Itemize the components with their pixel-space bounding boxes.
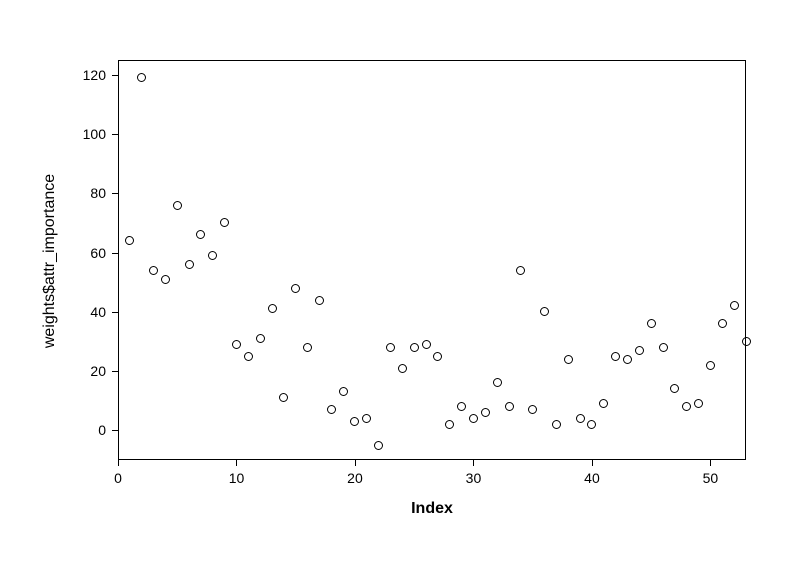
data-point [481, 408, 490, 417]
y-tick-mark [112, 193, 118, 194]
data-point [742, 337, 751, 346]
data-point [647, 319, 656, 328]
y-tick-label: 20 [90, 363, 106, 379]
data-point [256, 334, 265, 343]
data-point [339, 387, 348, 396]
y-tick-mark [112, 371, 118, 372]
data-point [505, 402, 514, 411]
x-tick-label: 50 [695, 470, 725, 486]
data-point [161, 275, 170, 284]
data-point [398, 364, 407, 373]
x-tick-label: 0 [103, 470, 133, 486]
data-point [327, 405, 336, 414]
data-point [469, 414, 478, 423]
data-point [315, 296, 324, 305]
data-point [564, 355, 573, 364]
x-tick-mark [710, 460, 711, 466]
data-point [623, 355, 632, 364]
x-tick-label: 30 [458, 470, 488, 486]
data-point [374, 441, 383, 450]
x-tick-mark [592, 460, 593, 466]
y-tick-mark [112, 134, 118, 135]
data-point [659, 343, 668, 352]
data-point [718, 319, 727, 328]
data-point [635, 346, 644, 355]
x-tick-mark [236, 460, 237, 466]
y-tick-label: 120 [83, 67, 106, 83]
x-tick-mark [118, 460, 119, 466]
y-tick-mark [112, 312, 118, 313]
data-point [386, 343, 395, 352]
data-point [576, 414, 585, 423]
y-axis-title: weights$attr_importance [41, 111, 59, 411]
data-point [552, 420, 561, 429]
x-tick-label: 40 [577, 470, 607, 486]
x-tick-mark [355, 460, 356, 466]
data-point [410, 343, 419, 352]
y-tick-label: 40 [90, 304, 106, 320]
x-tick-mark [473, 460, 474, 466]
scatter-chart: weights$attr_importance Index 0 10 20 30 40 5… [0, 0, 800, 571]
data-point [268, 304, 277, 313]
y-tick-mark [112, 75, 118, 76]
data-point [422, 340, 431, 349]
data-point [706, 361, 715, 370]
y-tick-label: 80 [90, 185, 106, 201]
data-point [611, 352, 620, 361]
x-tick-label: 20 [340, 470, 370, 486]
x-axis-title: Index [332, 500, 532, 518]
y-tick-label: 0 [98, 422, 106, 438]
data-point [303, 343, 312, 352]
data-point [244, 352, 253, 361]
y-tick-label: 100 [83, 126, 106, 142]
data-point [185, 260, 194, 269]
y-tick-mark [112, 430, 118, 431]
y-tick-label: 60 [90, 245, 106, 261]
data-point [291, 284, 300, 293]
data-point [232, 340, 241, 349]
data-point [173, 201, 182, 210]
data-point [149, 266, 158, 275]
y-tick-mark [112, 253, 118, 254]
x-tick-label: 10 [221, 470, 251, 486]
